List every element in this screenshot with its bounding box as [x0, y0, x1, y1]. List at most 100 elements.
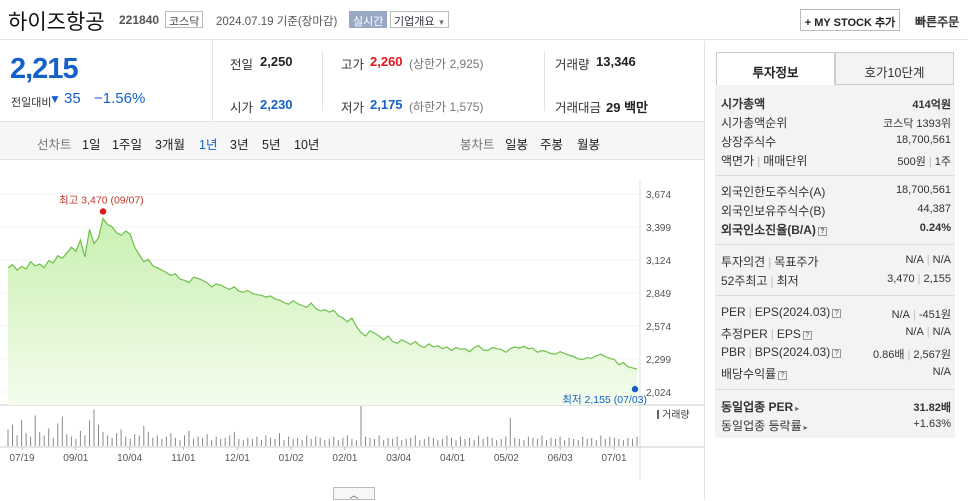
- chart-collapse-button[interactable]: ︿: [333, 487, 375, 500]
- tab-3month[interactable]: 3개월: [155, 138, 185, 152]
- w52-low-label: 최저: [776, 274, 799, 288]
- high-value: 2,260: [370, 54, 403, 69]
- pbr-row-value: 0.86배 | 2,567원: [872, 349, 951, 361]
- sector-per-row[interactable]: 동일업종 PER ▸: [721, 398, 799, 415]
- help-icon[interactable]: ?: [778, 371, 788, 380]
- volume-legend-mark: [657, 410, 659, 419]
- y-tick-label: 3,399: [646, 223, 671, 234]
- tab-invest-info[interactable]: 투자정보: [716, 52, 835, 85]
- volume-value: 13,346: [596, 54, 636, 69]
- help-icon[interactable]: ?: [832, 349, 842, 358]
- tab-1year[interactable]: 1년: [199, 138, 218, 152]
- tab-daily-candle[interactable]: 일봉: [505, 138, 529, 152]
- foreign-limit-label: 외국인한도주식수(A): [721, 185, 826, 199]
- line-chart-label: 선차트: [37, 138, 72, 152]
- amount-value: 29 백만: [606, 100, 648, 115]
- trade-unit-label: 매매단위: [763, 154, 808, 168]
- w52-low-value: 2,155: [923, 273, 951, 285]
- quick-order-button[interactable]: 빠른주문: [915, 15, 960, 29]
- est-eps-value: N/A: [932, 326, 951, 338]
- invest-info-table: 시가총액 414억원 시가총액순위 코스닥 1393위 상장주식수 18,700…: [715, 85, 955, 438]
- divider: [322, 51, 323, 111]
- price-area: [8, 218, 637, 405]
- change-label: 전일대비: [11, 97, 52, 109]
- tab-10year[interactable]: 10년: [294, 138, 320, 152]
- dividend-value: N/A: [932, 366, 951, 378]
- est-eps-label: EPS: [776, 327, 801, 341]
- face-value-row-label: 액면가 | 매매단위: [721, 154, 808, 168]
- dividend-label: 배당수익률: [721, 367, 777, 381]
- est-per-row-label: 추정PER | EPS?: [721, 325, 812, 342]
- chevron-down-icon: ▼: [437, 18, 446, 27]
- help-icon[interactable]: ?: [802, 331, 812, 340]
- tab-weekly-candle[interactable]: 주봉: [540, 138, 564, 152]
- market-cap-rank-value: 코스닥 1393위: [882, 118, 951, 130]
- x-tick-label: 01/02: [279, 453, 304, 464]
- face-value-label: 액면가: [721, 154, 755, 168]
- realtime-button[interactable]: 실시간: [349, 11, 388, 28]
- divider: [544, 51, 545, 111]
- down-arrow-icon: ▼: [49, 92, 61, 106]
- price-chart[interactable]: 3,674 3,399 3,124 2,849 2,574 2,299 2,024 07/1…: [0, 160, 704, 487]
- volume-bars: [7, 406, 638, 446]
- base-date: 2024.07.19 기준(장마감): [216, 16, 338, 28]
- y-tick-label: 2,299: [646, 355, 671, 366]
- est-per-value: N/A: [905, 326, 924, 338]
- add-my-stock-button[interactable]: + MY STOCK 추가: [800, 9, 900, 31]
- y-tick-label: 2,024: [646, 388, 671, 399]
- eps-value: -451원: [918, 309, 951, 321]
- help-icon[interactable]: ?: [832, 309, 842, 318]
- low-annotation: 최저 2,155 (07/03): [562, 394, 647, 406]
- tab-3year[interactable]: 3년: [230, 138, 249, 152]
- high-label: 고가: [341, 58, 365, 72]
- x-tick-label: 02/01: [332, 453, 357, 464]
- listed-shares-label: 상장주식수: [721, 135, 777, 149]
- change-rate: −1.56%: [94, 90, 146, 107]
- per-label: PER: [721, 305, 746, 319]
- tab-1week[interactable]: 1주일: [112, 138, 142, 152]
- market-cap-label: 시가총액: [721, 97, 766, 111]
- bps-value: 2,567원: [913, 349, 951, 361]
- y-tick-label: 3,124: [646, 256, 671, 267]
- opinion-label: 투자의견: [721, 255, 766, 269]
- bps-label: BPS(2024.03): [754, 345, 831, 359]
- low-marker: [631, 385, 639, 393]
- pbr-value: 0.86배: [872, 349, 905, 361]
- y-tick-label: 2,574: [646, 322, 671, 333]
- price-summary: 2,215 전일대비 ▼ 35 −1.56% 전일 2,250 고가 2,260…: [0, 41, 704, 122]
- target-value: N/A: [932, 254, 951, 266]
- help-icon[interactable]: ?: [817, 227, 827, 236]
- lower-limit: (하한가 1,575): [409, 100, 484, 114]
- foreign-ratio-value: 0.24%: [919, 222, 951, 234]
- w52-high-value: 3,470: [887, 273, 915, 285]
- high-marker: [99, 208, 107, 215]
- upper-limit: (상한가 2,925): [409, 57, 484, 71]
- foreign-limit-value: 18,700,561: [895, 184, 951, 196]
- period-tabs: 선차트 1일 1주일 3개월 1년 3년 5년 10년 봉차트 일봉 주봉 월봉: [0, 122, 704, 160]
- volume-legend-label: 거래량: [662, 409, 690, 421]
- x-tick-label: 10/04: [117, 453, 142, 464]
- tab-5year[interactable]: 5년: [262, 138, 281, 152]
- x-tick-label: 12/01: [225, 453, 250, 464]
- tab-1day[interactable]: 1일: [82, 138, 101, 152]
- x-tick-label: 06/03: [548, 453, 573, 464]
- tab-orderbook[interactable]: 호가10단계: [835, 52, 954, 85]
- x-tick-label: 07/19: [9, 453, 34, 464]
- sector-change-row[interactable]: 동일업종 등락률 ▸: [721, 417, 808, 434]
- opinion-value: N/A: [905, 254, 924, 266]
- w52-row-value: 3,470 | 2,155: [887, 273, 951, 285]
- divider: [715, 244, 955, 245]
- prev-close-label: 전일: [230, 58, 254, 72]
- tab-monthly-candle[interactable]: 월봉: [577, 138, 601, 152]
- divider: [212, 41, 213, 121]
- sector-per-value: 31.82배: [913, 402, 951, 414]
- foreign-hold-value: 44,387: [917, 203, 951, 215]
- company-overview-dropdown[interactable]: 기업개요 ▼: [390, 11, 450, 28]
- change-amount: 35: [64, 90, 81, 107]
- w52-high-label: 52주최고: [721, 274, 768, 288]
- low-label: 저가: [341, 101, 365, 115]
- est-per-row-value: N/A | N/A: [905, 326, 951, 338]
- per-row-label: PER | EPS(2024.03)?: [721, 305, 842, 319]
- trade-unit: 1주: [934, 156, 951, 168]
- y-tick-label: 2,849: [646, 289, 671, 300]
